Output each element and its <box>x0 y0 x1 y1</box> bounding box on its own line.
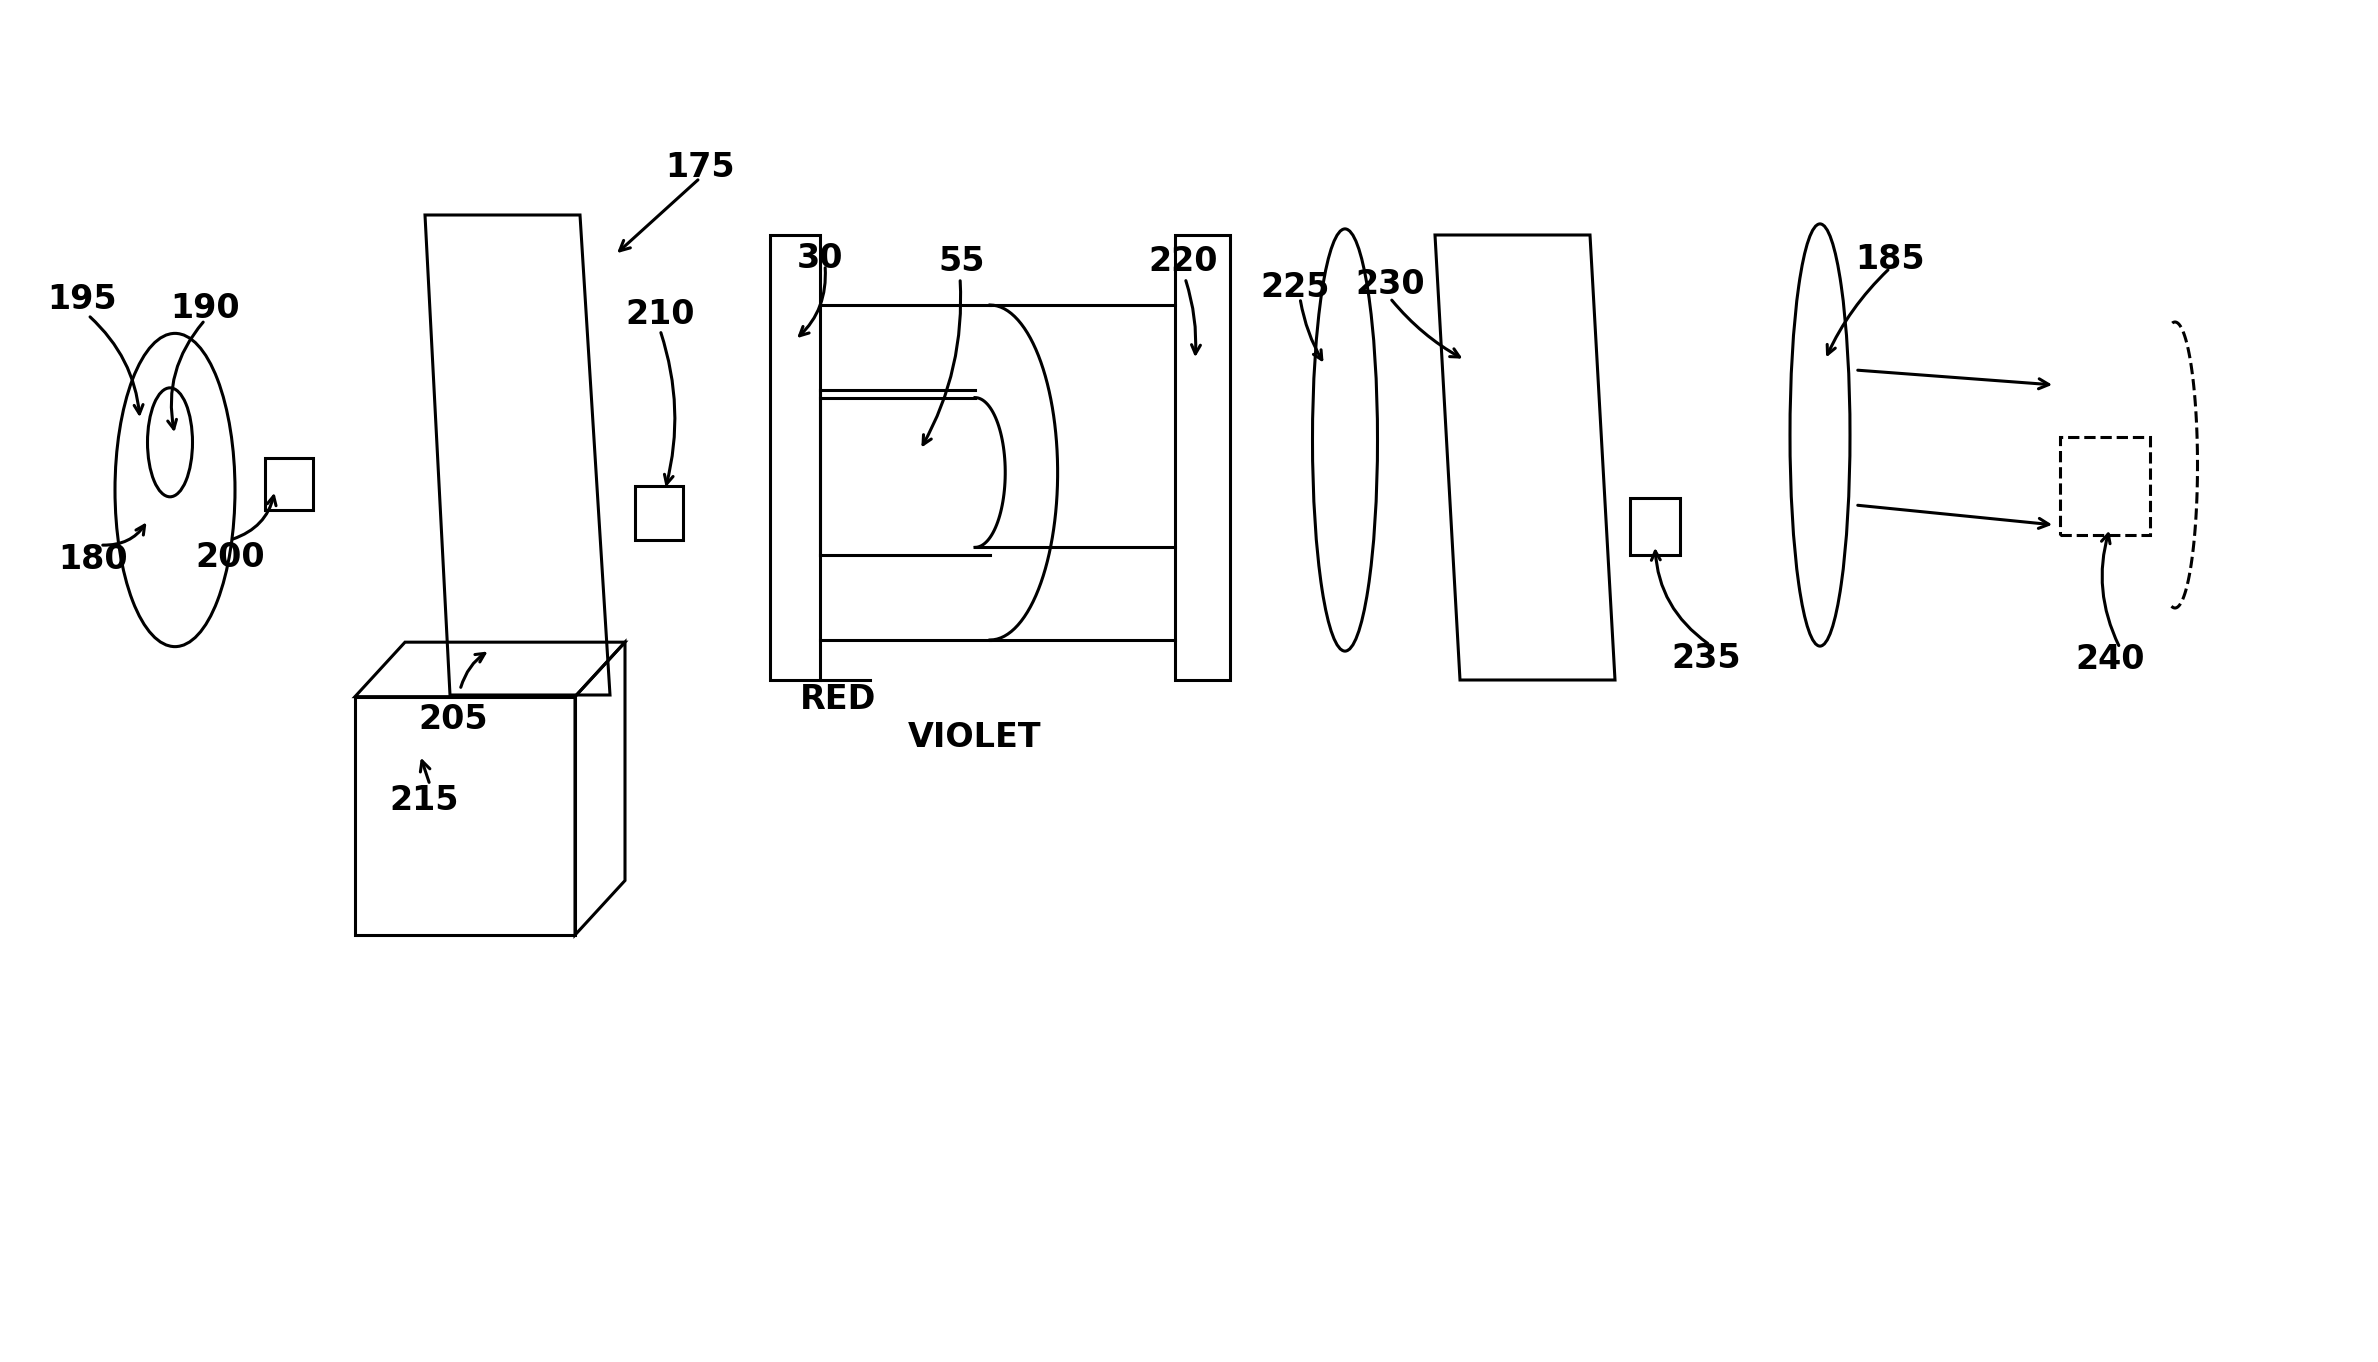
Text: 240: 240 <box>2076 643 2145 677</box>
Bar <box>2059 437 2150 535</box>
Text: 30: 30 <box>797 241 844 275</box>
Bar <box>635 485 682 539</box>
Text: 200: 200 <box>195 542 264 575</box>
Text: 220: 220 <box>1149 245 1218 278</box>
Text: 195: 195 <box>48 283 117 316</box>
Text: 215: 215 <box>390 783 459 816</box>
Text: 235: 235 <box>1672 642 1741 674</box>
Bar <box>264 458 314 509</box>
Text: 210: 210 <box>625 298 694 331</box>
Text: RED: RED <box>799 684 877 716</box>
Text: 205: 205 <box>419 704 487 737</box>
Text: 55: 55 <box>939 245 984 278</box>
Text: 175: 175 <box>666 151 735 184</box>
Text: 225: 225 <box>1260 271 1329 305</box>
Text: 190: 190 <box>171 291 240 324</box>
Bar <box>1629 497 1679 554</box>
Text: VIOLET: VIOLET <box>908 722 1042 755</box>
Text: 230: 230 <box>1355 268 1424 301</box>
Text: 180: 180 <box>57 543 128 576</box>
Text: 185: 185 <box>1855 244 1924 276</box>
